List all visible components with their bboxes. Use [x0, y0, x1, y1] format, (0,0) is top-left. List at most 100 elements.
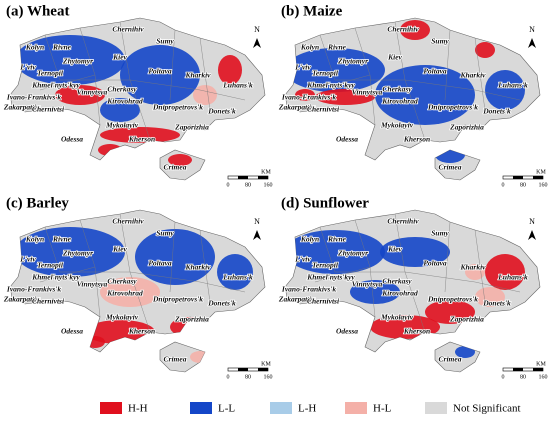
cluster-patch: [295, 89, 315, 101]
region-label: Kiev: [112, 53, 127, 62]
scale-tick: 160: [539, 374, 548, 380]
region-label: Vinnytsya: [77, 88, 108, 97]
scale-tick: 0: [227, 182, 230, 188]
region-label: Odessa: [336, 327, 358, 336]
region-label: Zakarpattia: [278, 103, 316, 112]
cluster-patch: [285, 230, 385, 274]
region-label: Sumy: [156, 37, 174, 46]
scale-tick: 0: [227, 374, 230, 380]
scale-unit: KM: [261, 361, 271, 367]
region-borders: [314, 213, 521, 333]
legend-label: L-L: [218, 403, 235, 415]
cluster-patch: [100, 277, 160, 307]
north-label: N: [529, 25, 535, 34]
region-label: Kharkiv: [459, 71, 486, 80]
region-label: Kherson: [403, 327, 430, 336]
region-label: Chernihiv: [112, 25, 144, 34]
cluster-patch: [85, 336, 105, 348]
patches: [15, 227, 253, 363]
region-label: Ivano-Frankivs'k: [6, 285, 61, 294]
region-label: Poltava: [148, 67, 172, 76]
region-label: Zhytomyr: [337, 249, 368, 258]
region-label: Rivne: [52, 43, 72, 52]
region-label: Chernivtsi: [32, 105, 65, 114]
legend-swatch: [190, 402, 212, 414]
region-label: Kharkiv: [459, 263, 486, 272]
region-label: Rivne: [327, 235, 347, 244]
region-label: Kirovohrad: [381, 97, 418, 106]
region-label: Poltava: [423, 67, 447, 76]
legend-swatch: [345, 402, 367, 414]
region-label: Odessa: [61, 135, 83, 144]
region-label: Ivano-Frankivs'k: [6, 93, 61, 102]
cluster-patch: [380, 237, 450, 267]
cluster-patch: [100, 127, 180, 143]
region-label: Mykolayiv: [105, 313, 139, 322]
region-label: Sumy: [156, 229, 174, 238]
region-label: Chernihiv: [112, 217, 144, 226]
scale-bar-fill: [533, 368, 543, 371]
legend-swatch: [100, 402, 122, 414]
cluster-patch: [100, 98, 140, 122]
region-label: Khmel'nyts'kyy: [31, 273, 80, 282]
region-label: Kolyn: [25, 43, 44, 52]
patches: [285, 20, 525, 163]
legend-label: L-H: [298, 403, 316, 415]
panel-title: (a) Wheat: [6, 3, 69, 19]
north-arrow: [528, 38, 536, 48]
region-label: Rivne: [52, 235, 72, 244]
region-label: L'viv: [294, 63, 311, 72]
region-label: Cherkasy: [107, 85, 137, 94]
north-arrow: [253, 230, 261, 240]
region-label: Cherkasy: [382, 277, 412, 286]
north-label: N: [254, 217, 260, 226]
legend-swatch: [270, 402, 292, 414]
region-label: Luhans'k: [222, 273, 253, 282]
region-label: Luhans'k: [497, 81, 528, 90]
patches: [15, 35, 242, 166]
region-label: Chernivtsi: [32, 297, 65, 306]
region-label: Luhans'k: [497, 273, 528, 282]
cluster-patch: [485, 70, 525, 110]
region-label: Zaporizhia: [449, 123, 484, 132]
region-label: L'viv: [19, 255, 36, 264]
region-label: Ternopil: [312, 261, 339, 270]
region-label: Kharkiv: [184, 71, 211, 80]
region-label: Dnipropetrovs'k: [152, 295, 203, 304]
region-label: Kherson: [403, 135, 430, 144]
legend-label: H-H: [128, 403, 148, 415]
region-label: Kherson: [128, 327, 155, 336]
scale-tick: 80: [245, 182, 251, 188]
cluster-patch: [217, 254, 253, 290]
cluster-patch: [315, 89, 375, 105]
region-borders: [39, 21, 246, 141]
cluster-patch: [190, 351, 210, 363]
region-label: Cherkasy: [382, 85, 412, 94]
region-label: L'viv: [19, 63, 36, 72]
region-label: Zaporizhia: [174, 315, 209, 324]
region-label: Odessa: [61, 327, 83, 336]
region-label: Khmel'nyts'kyy: [306, 81, 355, 90]
region-label: Kiev: [387, 245, 402, 254]
region-label: Mykolayiv: [105, 121, 139, 130]
cluster-patch: [455, 346, 475, 358]
region-label: Chernihiv: [387, 25, 419, 34]
scale-tick: 0: [502, 374, 505, 380]
region-label: Crimea: [164, 163, 187, 172]
region-label: Zhytomyr: [62, 249, 93, 258]
map-panel: (a) Wheat Kolyn Rivne Chernihiv Sumy Zhytomyr…: [2, 3, 272, 188]
region-label: Poltava: [148, 259, 172, 268]
panel-title: (b) Maize: [281, 3, 343, 19]
region-label: Kolyn: [300, 43, 319, 52]
region-label: Ternopil: [312, 69, 339, 78]
region-label: Chernivtsi: [307, 297, 340, 306]
region-label: Kolyn: [25, 235, 44, 244]
scale-bar-fill: [533, 176, 543, 179]
region-label: Zhytomyr: [337, 57, 368, 66]
legend-swatch: [425, 402, 447, 414]
cluster-patch: [55, 85, 105, 105]
region-label: Chernivtsi: [307, 105, 340, 114]
region-label: Ternopil: [37, 69, 64, 78]
scale-bar-fill: [513, 176, 523, 179]
